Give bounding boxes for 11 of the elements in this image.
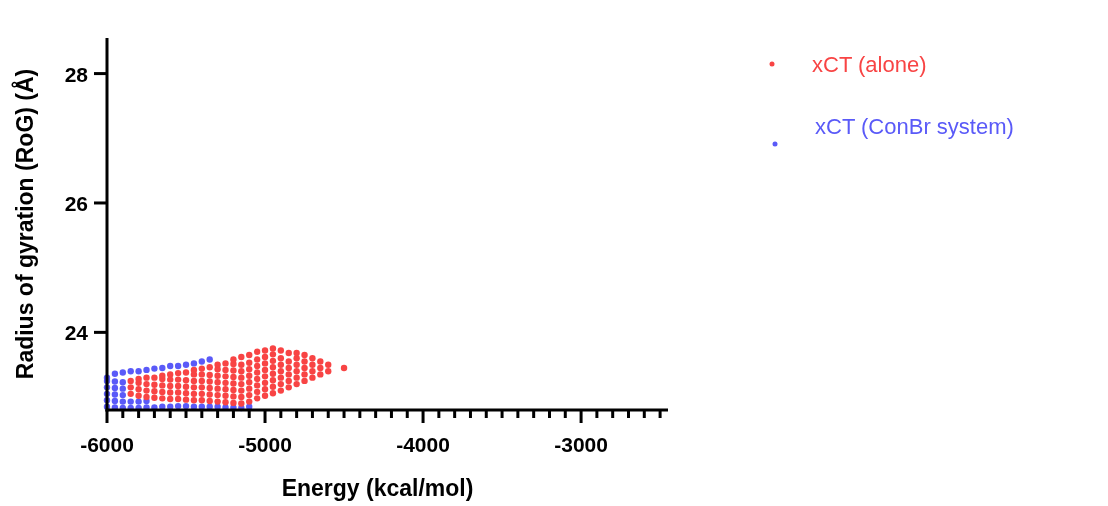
y-axis-title: Radius of gyration (RoG) (Å) [11,68,38,380]
x-axis-title: Energy (kcal/mol) [281,475,474,501]
x-tick-label: -4000 [396,433,450,456]
x-tick-label: -3000 [554,433,608,456]
text: xCT (ConBr system) [815,114,1014,139]
x-tick-label: -6000 [80,433,134,456]
y-tick-label: 28 [64,62,89,86]
y-tick-label: 24 [64,321,89,345]
text: xCT (alone) [812,52,927,77]
y-tick-label: 26 [64,191,88,215]
x-tick-label: -5000 [238,433,292,456]
